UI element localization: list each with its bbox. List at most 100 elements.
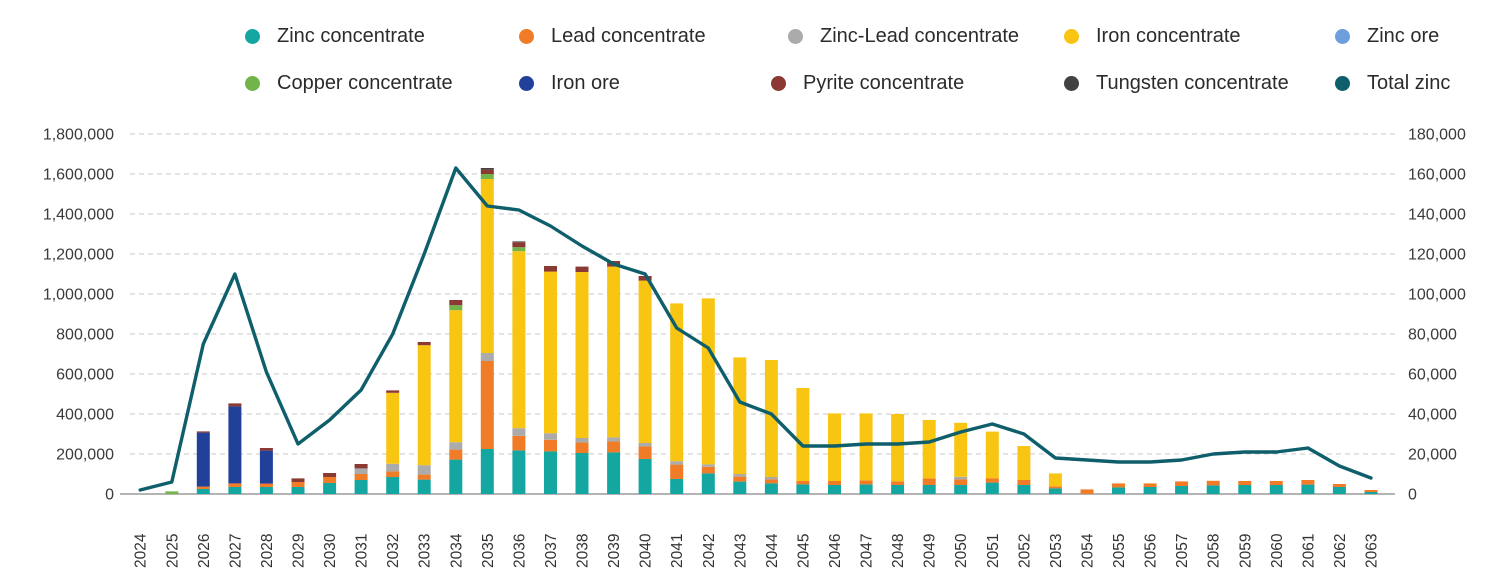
x-axis-year-label: 2050 <box>953 533 970 568</box>
legend-item-pyrite-concentrate[interactable]: Pyrite concentrate <box>771 72 964 95</box>
bar-segment-zinc-concentrate-2027 <box>228 487 242 494</box>
bar-segment-zinc-concentrate-2042 <box>701 473 715 494</box>
bar-segment-lead-concentrate-2038 <box>575 442 589 453</box>
bar-segment-zinc-concentrate-2057 <box>1175 486 1189 494</box>
bar-segment-iron-ore-2028 <box>259 450 273 484</box>
x-axis-year-label: 2027 <box>227 534 244 568</box>
legend-dot-icon <box>1064 76 1079 91</box>
bar-segment-lead-concentrate-2045 <box>796 481 810 485</box>
bar-segment-pyrite-concentrate-2036 <box>512 242 526 248</box>
bar-segment-zinc-concentrate-2041 <box>670 479 684 494</box>
y-axis-left-tick-label: 200,000 <box>56 447 114 464</box>
y-axis-right-tick-label: 180,000 <box>1408 127 1466 144</box>
bar-segment-iron-concentrate-2051 <box>985 431 999 479</box>
legend-item-zinc-ore[interactable]: Zinc ore <box>1335 25 1439 48</box>
bar-segment-lead-concentrate-2054 <box>1080 489 1094 494</box>
y-axis-right-tick-label: 80,000 <box>1408 327 1457 344</box>
bar-segment-zinc-concentrate-2052 <box>1017 485 1031 494</box>
bar-segment-lead-concentrate-2034 <box>449 449 463 460</box>
legend-dot-icon <box>1064 29 1079 44</box>
bar-segment-lead-concentrate-2032 <box>386 471 400 477</box>
bar-segment-zinc-concentrate-2059 <box>1238 485 1252 494</box>
bar-segment-zinc-concentrate-2044 <box>764 483 778 494</box>
bar-segment-lead-concentrate-2049 <box>922 478 936 485</box>
bar-segment-zinc-lead-concentrate-2038 <box>575 438 589 443</box>
bar-segment-zinc-lead-concentrate-2034 <box>449 442 463 450</box>
legend-item-lead-concentrate[interactable]: Lead concentrate <box>519 25 706 48</box>
legend-dot-icon <box>245 76 260 91</box>
legend-item-zinc-lead-concentrate[interactable]: Zinc-Lead concentrate <box>788 25 1019 48</box>
bar-segment-zinc-concentrate-2062 <box>1332 487 1346 494</box>
legend-item-iron-concentrate[interactable]: Iron concentrate <box>1064 25 1241 48</box>
bar-segment-zinc-lead-concentrate-2031 <box>354 468 368 474</box>
legend-item-copper-concentrate[interactable]: Copper concentrate <box>245 72 453 95</box>
x-axis-year-label: 2051 <box>985 534 1002 568</box>
legend-item-zinc-concentrate[interactable]: Zinc concentrate <box>245 25 425 48</box>
bar-segment-zinc-concentrate-2047 <box>859 484 873 494</box>
bar-segment-lead-concentrate-2061 <box>1301 480 1315 485</box>
bar-segment-iron-concentrate-2032 <box>386 392 400 464</box>
bar-segment-iron-concentrate-2045 <box>796 388 810 481</box>
x-axis-year-label: 2036 <box>511 534 528 568</box>
y-axis-left-tick-label: 0 <box>105 487 114 504</box>
bar-segment-zinc-concentrate-2034 <box>449 459 463 494</box>
bar-segment-lead-concentrate-2060 <box>1269 481 1283 485</box>
y-axis-left-tick-label: 1,200,000 <box>43 247 114 264</box>
x-axis-year-label: 2054 <box>1080 533 1097 568</box>
bar-segment-zinc-concentrate-2028 <box>259 487 273 494</box>
bar-segment-zinc-concentrate-2043 <box>733 481 747 494</box>
bar-segment-pyrite-concentrate-2031 <box>354 464 368 469</box>
bar-segment-zinc-concentrate-2030 <box>323 483 337 494</box>
bar-segment-lead-concentrate-2043 <box>733 476 747 482</box>
x-axis-year-label: 2043 <box>732 534 749 568</box>
x-axis-year-label: 2041 <box>669 534 686 568</box>
chart-legend: Zinc concentrate Lead concentrate Zinc-Lea… <box>0 0 1500 110</box>
bar-segment-zinc-concentrate-2029 <box>291 487 305 494</box>
x-axis-year-label: 2039 <box>606 534 623 568</box>
bar-segment-zinc-concentrate-2053 <box>1048 488 1062 494</box>
bar-segment-zinc-lead-concentrate-2044 <box>764 477 778 480</box>
bar-segment-pyrite-concentrate-2030 <box>323 473 337 477</box>
bar-segment-zinc-concentrate-2026 <box>196 489 210 494</box>
legend-item-label: Zinc-Lead concentrate <box>820 25 1020 47</box>
x-axis-year-label: 2061 <box>1300 534 1317 568</box>
bar-segment-lead-concentrate-2026 <box>196 486 210 489</box>
legend-item-total-zinc[interactable]: Total zinc <box>1335 72 1450 95</box>
x-axis-year-label: 2030 <box>322 533 339 568</box>
legend-item-iron-ore[interactable]: Iron ore <box>519 72 620 95</box>
x-axis-year-label: 2048 <box>890 534 907 568</box>
legend-item-label: Zinc concentrate <box>277 25 425 47</box>
bar-segment-lead-concentrate-2033 <box>417 474 431 480</box>
bar-segment-pyrite-concentrate-2033 <box>417 342 431 346</box>
bar-segment-zinc-lead-concentrate-2035 <box>480 353 494 361</box>
bar-segment-iron-ore-2026 <box>196 432 210 487</box>
bar-segment-lead-concentrate-2041 <box>670 464 684 479</box>
x-axis-year-label: 2032 <box>385 534 402 568</box>
bar-segment-copper-concentrate-2034 <box>449 305 463 311</box>
bar-segment-zinc-lead-concentrate-2033 <box>417 465 431 475</box>
bar-segment-iron-concentrate-2053 <box>1048 473 1062 487</box>
bar-segment-lead-concentrate-2029 <box>291 482 305 487</box>
bar-segment-iron-concentrate-2034 <box>449 310 463 443</box>
bar-segment-tungsten-concentrate-2035 <box>480 168 494 170</box>
x-axis-year-label: 2056 <box>1143 534 1160 568</box>
legend-item-tungsten-concentrate[interactable]: Tungsten concentrate <box>1064 72 1289 95</box>
bar-segment-zinc-concentrate-2055 <box>1112 487 1125 494</box>
legend-dot-icon <box>1335 76 1350 91</box>
bar-segment-lead-concentrate-2048 <box>891 481 905 485</box>
bar-segment-lead-concentrate-2046 <box>828 481 841 485</box>
bar-segment-iron-concentrate-2039 <box>607 266 621 438</box>
bar-segment-lead-concentrate-2052 <box>1017 480 1031 485</box>
x-axis-year-label: 2025 <box>164 534 181 568</box>
bar-segment-zinc-concentrate-2031 <box>354 480 368 494</box>
legend-item-label: Lead concentrate <box>551 25 706 47</box>
y-axis-left-tick-label: 600,000 <box>56 367 114 384</box>
bar-segment-lead-concentrate-2056 <box>1143 483 1157 487</box>
y-axis-left-tick-label: 1,800,000 <box>43 127 114 144</box>
bar-segment-lead-concentrate-2057 <box>1175 481 1189 486</box>
bar-segment-lead-concentrate-2062 <box>1332 484 1346 487</box>
bar-segment-iron-concentrate-2038 <box>575 272 589 438</box>
bar-segment-iron-concentrate-2037 <box>544 271 557 434</box>
bar-segment-lead-concentrate-2047 <box>859 480 873 485</box>
bar-segment-lead-concentrate-2035 <box>480 361 494 449</box>
